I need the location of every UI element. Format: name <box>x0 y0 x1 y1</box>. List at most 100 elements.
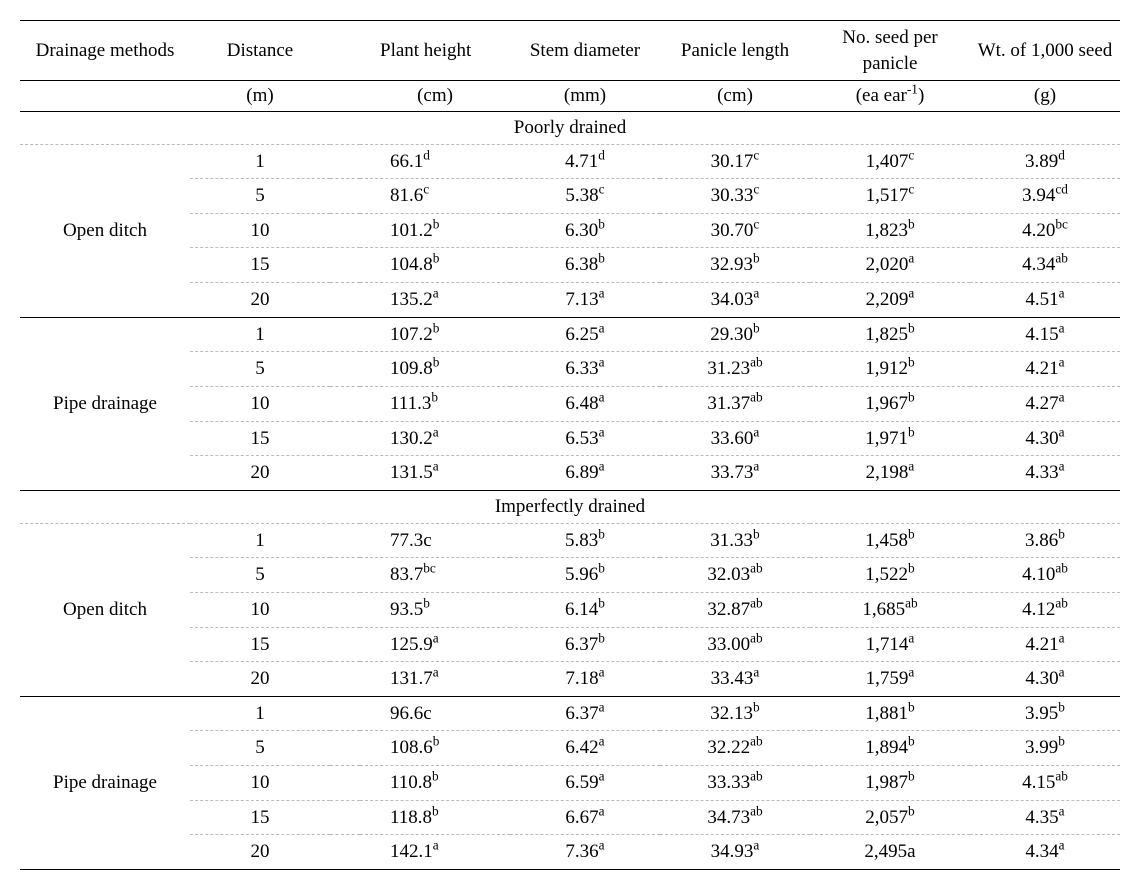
section-poorly: Poorly drained <box>20 111 1120 144</box>
cell-panicle-length: 32.03ab <box>660 558 810 593</box>
cell-wt-seed: 4.33a <box>970 456 1120 490</box>
cell-distance: 1 <box>190 144 330 179</box>
cell-stem-diameter: 6.14b <box>510 592 660 627</box>
cell-no-seed: 1,714a <box>810 627 970 662</box>
cell-stem-diameter: 6.59a <box>510 766 660 801</box>
cell-plant-height: 107.2b <box>360 318 510 352</box>
cell-stem-diameter: 6.89a <box>510 456 660 490</box>
cell-no-seed: 1,407c <box>810 144 970 179</box>
unit-distance: (m) <box>190 81 330 111</box>
method-label: Open ditch <box>20 144 190 317</box>
cell-wt-seed: 4.15a <box>970 318 1120 352</box>
hdr-panicle-length: Panicle length <box>660 21 810 81</box>
cell-panicle-length: 33.33ab <box>660 766 810 801</box>
cell-wt-seed: 3.99b <box>970 731 1120 766</box>
cell-distance: 15 <box>190 248 330 283</box>
cell-panicle-length: 31.37ab <box>660 387 810 422</box>
cell-stem-diameter: 5.96b <box>510 558 660 593</box>
cell-no-seed: 1,987b <box>810 766 970 801</box>
cell-distance: 1 <box>190 523 330 558</box>
table-row: Pipe drainage1107.2b6.25a29.30b1,825b4.1… <box>20 318 1120 352</box>
cell-wt-seed: 4.21a <box>970 352 1120 387</box>
cell-wt-seed: 4.12ab <box>970 592 1120 627</box>
cell-wt-seed: 3.86b <box>970 523 1120 558</box>
cell-distance: 15 <box>190 421 330 456</box>
cell-panicle-length: 29.30b <box>660 318 810 352</box>
cell-stem-diameter: 5.83b <box>510 523 660 558</box>
table-row: Open ditch166.1d4.71d30.17c1,407c3.89d <box>20 144 1120 179</box>
cell-panicle-length: 33.73a <box>660 456 810 490</box>
cell-plant-height: 104.8b <box>360 248 510 283</box>
cell-no-seed: 2,495a <box>810 835 970 869</box>
hdr-no-seed: No. seed per panicle <box>810 21 970 81</box>
section-imperfectly: Imperfectly drained <box>20 491 1120 523</box>
cell-panicle-length: 30.17c <box>660 144 810 179</box>
cell-panicle-length: 33.00ab <box>660 627 810 662</box>
cell-no-seed: 1,881b <box>810 697 970 731</box>
cell-no-seed: 1,458b <box>810 523 970 558</box>
cell-plant-height: 93.5b <box>360 592 510 627</box>
cell-stem-diameter: 6.37a <box>510 697 660 731</box>
cell-no-seed: 2,209a <box>810 283 970 317</box>
cell-stem-diameter: 7.36a <box>510 835 660 869</box>
cell-panicle-length: 32.87ab <box>660 592 810 627</box>
cell-distance: 15 <box>190 627 330 662</box>
cell-panicle-length: 30.33c <box>660 179 810 214</box>
cell-plant-height: 66.1d <box>360 144 510 179</box>
cell-wt-seed: 4.27a <box>970 387 1120 422</box>
method-label: Pipe drainage <box>20 697 190 869</box>
cell-distance: 5 <box>190 179 330 214</box>
cell-no-seed: 1,759a <box>810 662 970 696</box>
cell-distance: 10 <box>190 592 330 627</box>
cell-stem-diameter: 6.25a <box>510 318 660 352</box>
cell-plant-height: 101.2b <box>360 213 510 248</box>
cell-stem-diameter: 6.48a <box>510 387 660 422</box>
cell-wt-seed: 3.95b <box>970 697 1120 731</box>
cell-no-seed: 1,971b <box>810 421 970 456</box>
cell-wt-seed: 4.51a <box>970 283 1120 317</box>
cell-no-seed: 1,517c <box>810 179 970 214</box>
cell-panicle-length: 32.22ab <box>660 731 810 766</box>
cell-wt-seed: 3.94cd <box>970 179 1120 214</box>
cell-distance: 5 <box>190 558 330 593</box>
data-table: Drainage methods Distance Plant height S… <box>20 20 1120 870</box>
cell-panicle-length: 33.60a <box>660 421 810 456</box>
cell-stem-diameter: 4.71d <box>510 144 660 179</box>
cell-panicle-length: 34.93a <box>660 835 810 869</box>
table-row: Pipe drainage196.6c6.37a32.13b1,881b3.95… <box>20 697 1120 731</box>
cell-distance: 10 <box>190 213 330 248</box>
cell-wt-seed: 4.20bc <box>970 213 1120 248</box>
cell-panicle-length: 32.93b <box>660 248 810 283</box>
cell-plant-height: 109.8b <box>360 352 510 387</box>
cell-wt-seed: 3.89d <box>970 144 1120 179</box>
cell-no-seed: 2,057b <box>810 800 970 835</box>
cell-no-seed: 1,522b <box>810 558 970 593</box>
cell-plant-height: 111.3b <box>360 387 510 422</box>
cell-stem-diameter: 7.18a <box>510 662 660 696</box>
cell-wt-seed: 4.30a <box>970 421 1120 456</box>
cell-stem-diameter: 6.53a <box>510 421 660 456</box>
cell-panicle-length: 30.70c <box>660 213 810 248</box>
cell-no-seed: 1,685ab <box>810 592 970 627</box>
cell-plant-height: 81.6c <box>360 179 510 214</box>
cell-wt-seed: 4.15ab <box>970 766 1120 801</box>
cell-distance: 10 <box>190 387 330 422</box>
cell-wt-seed: 4.35a <box>970 800 1120 835</box>
cell-wt-seed: 4.30a <box>970 662 1120 696</box>
hdr-plant-height: Plant height <box>360 21 510 81</box>
cell-distance: 20 <box>190 662 330 696</box>
cell-plant-height: 135.2a <box>360 283 510 317</box>
cell-plant-height: 110.8b <box>360 766 510 801</box>
unit-stem-diameter: (mm) <box>510 81 660 111</box>
cell-no-seed: 1,825b <box>810 318 970 352</box>
cell-distance: 20 <box>190 835 330 869</box>
cell-no-seed: 1,967b <box>810 387 970 422</box>
method-label: Open ditch <box>20 523 190 696</box>
cell-distance: 1 <box>190 697 330 731</box>
cell-stem-diameter: 6.42a <box>510 731 660 766</box>
cell-stem-diameter: 6.38b <box>510 248 660 283</box>
cell-stem-diameter: 7.13a <box>510 283 660 317</box>
cell-plant-height: 125.9a <box>360 627 510 662</box>
cell-no-seed: 1,894b <box>810 731 970 766</box>
cell-plant-height: 131.5a <box>360 456 510 490</box>
